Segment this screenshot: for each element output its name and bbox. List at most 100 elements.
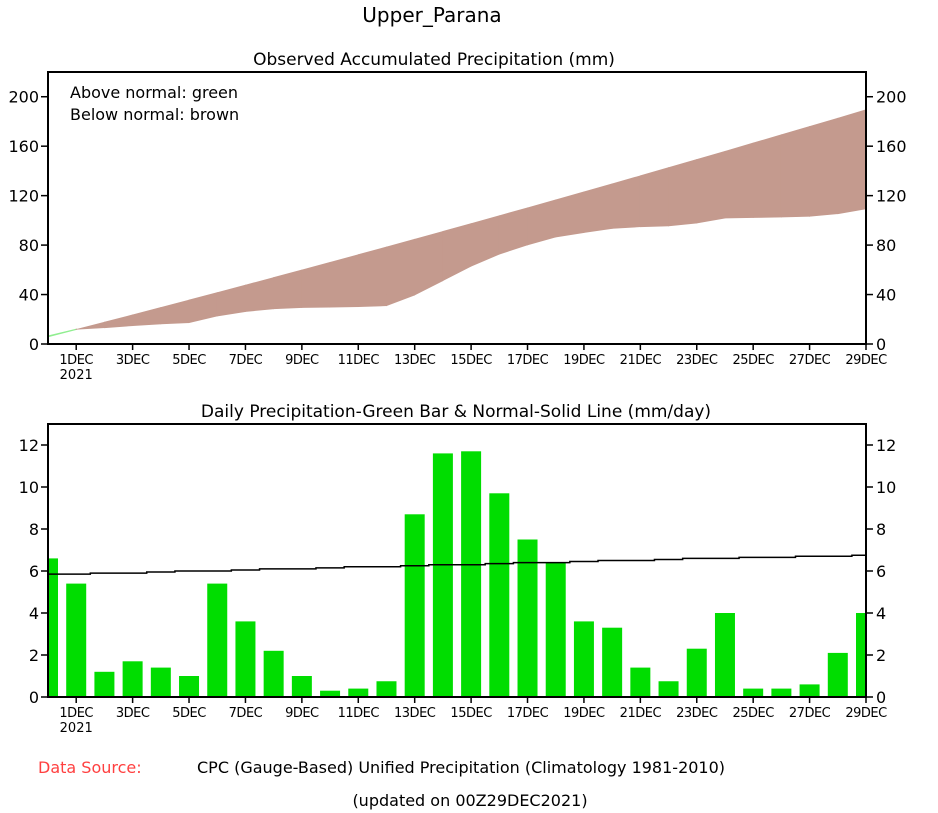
- x-tick-label: 23DEC: [676, 353, 718, 368]
- daily-bar: [94, 671, 115, 697]
- y-tick-label-left: 10: [19, 478, 39, 497]
- y-tick-label-right: 12: [876, 436, 896, 455]
- x-tick-label: 1DEC: [59, 353, 93, 368]
- below-normal-area: [386, 238, 416, 307]
- daily-bar: [602, 627, 623, 697]
- x-tick-label: 5DEC: [172, 706, 206, 721]
- x-tick-label: 9DEC: [285, 353, 319, 368]
- y-tick-label-right: 80: [876, 236, 896, 255]
- below-normal-area: [611, 175, 641, 229]
- x-tick-label: 29DEC: [845, 353, 887, 368]
- below-normal-area: [724, 142, 754, 219]
- daily-bar: [432, 453, 453, 697]
- daily-bar: [799, 684, 820, 697]
- legend-above: Above normal: green: [70, 83, 238, 102]
- y-tick-label-left: 12: [19, 436, 39, 455]
- y-tick-label-right: 200: [876, 88, 907, 107]
- y-tick-label-left: 80: [19, 236, 39, 255]
- daily-bar: [122, 661, 143, 697]
- below-normal-area: [245, 277, 275, 312]
- source-text: CPC (Gauge-Based) Unified Precipitation …: [197, 758, 725, 777]
- daily-bar: [771, 688, 792, 697]
- normal-line: [48, 554, 866, 575]
- x-tick-label: 15DEC: [450, 706, 492, 721]
- daily-bar: [48, 558, 58, 697]
- y-tick-label-left: 0: [29, 688, 39, 707]
- y-tick-label-left: 4: [29, 604, 39, 623]
- daily-bar: [66, 583, 87, 697]
- top-chart-title: Observed Accumulated Precipitation (mm): [253, 50, 615, 70]
- x-tick-label: 5DEC: [172, 353, 206, 368]
- x-tick-label: 11DEC: [338, 706, 380, 721]
- x-tick-label: 3DEC: [116, 353, 150, 368]
- y-tick-label-right: 0: [876, 688, 886, 707]
- daily-bar: [658, 681, 679, 697]
- below-normal-area: [104, 314, 134, 329]
- x-tick-label: 15DEC: [450, 353, 492, 368]
- x-tick-label: 13DEC: [394, 706, 436, 721]
- y-tick-label-right: 6: [876, 562, 886, 581]
- below-normal-area: [639, 167, 669, 228]
- daily-bar: [573, 621, 594, 697]
- x-tick-year: 2021: [60, 721, 93, 736]
- daily-bar: [461, 451, 482, 697]
- plot-frame: [47, 423, 867, 698]
- x-tick-label: 7DEC: [229, 353, 263, 368]
- below-normal-area: [329, 254, 359, 308]
- below-normal-area: [188, 292, 218, 324]
- y-tick-label-right: 2: [876, 646, 886, 665]
- x-tick-label: 7DEC: [229, 706, 263, 721]
- daily-bar: [489, 493, 510, 697]
- above-normal-area: [47, 328, 77, 338]
- below-normal-area: [668, 159, 698, 227]
- below-normal-area: [301, 261, 331, 308]
- daily-bar: [207, 583, 228, 697]
- daily-bar: [545, 562, 566, 697]
- x-tick-label: 11DEC: [338, 353, 380, 368]
- y-tick-label-right: 4: [876, 604, 886, 623]
- below-normal-area: [696, 150, 726, 224]
- x-tick-label: 27DEC: [789, 353, 831, 368]
- below-normal-area: [442, 223, 472, 282]
- y-tick-label-left: 2: [29, 646, 39, 665]
- x-tick-label: 29DEC: [845, 706, 887, 721]
- below-normal-area: [414, 230, 444, 296]
- x-tick-label: 27DEC: [789, 706, 831, 721]
- updated-text: (updated on 00Z29DEC2021): [352, 791, 587, 810]
- y-tick-label-right: 120: [876, 187, 907, 206]
- below-normal-area: [132, 307, 162, 327]
- below-normal-area: [837, 109, 867, 215]
- below-normal-area: [527, 199, 557, 246]
- legend-below: Below normal: brown: [70, 105, 239, 124]
- x-tick-label: 21DEC: [620, 353, 662, 368]
- y-tick-label-left: 40: [19, 286, 39, 305]
- daily-bar: [235, 621, 256, 697]
- below-normal-area: [583, 183, 613, 233]
- x-tick-label: 23DEC: [676, 706, 718, 721]
- y-tick-label-right: 0: [876, 335, 886, 354]
- main-title: Upper_Parana: [362, 3, 501, 27]
- daily-bar: [827, 652, 848, 697]
- y-tick-label-left: 120: [8, 187, 39, 206]
- below-normal-area: [752, 134, 782, 218]
- x-tick-label: 21DEC: [620, 706, 662, 721]
- below-normal-area: [470, 215, 500, 267]
- daily-bar: [291, 676, 312, 697]
- daily-bar: [320, 690, 341, 697]
- y-tick-label-right: 40: [876, 286, 896, 305]
- below-normal-area: [357, 246, 387, 308]
- bottom-chart-title: Daily Precipitation-Green Bar & Normal-S…: [201, 402, 711, 422]
- daily-bar: [376, 681, 397, 697]
- daily-bar: [348, 688, 369, 697]
- below-normal-area: [498, 207, 528, 255]
- below-normal-area: [273, 269, 303, 310]
- below-normal-area: [809, 117, 839, 217]
- y-tick-label-right: 8: [876, 520, 886, 539]
- x-tick-label: 25DEC: [733, 706, 775, 721]
- x-tick-label: 9DEC: [285, 706, 319, 721]
- x-tick-label: 17DEC: [507, 706, 549, 721]
- below-normal-area: [75, 321, 105, 331]
